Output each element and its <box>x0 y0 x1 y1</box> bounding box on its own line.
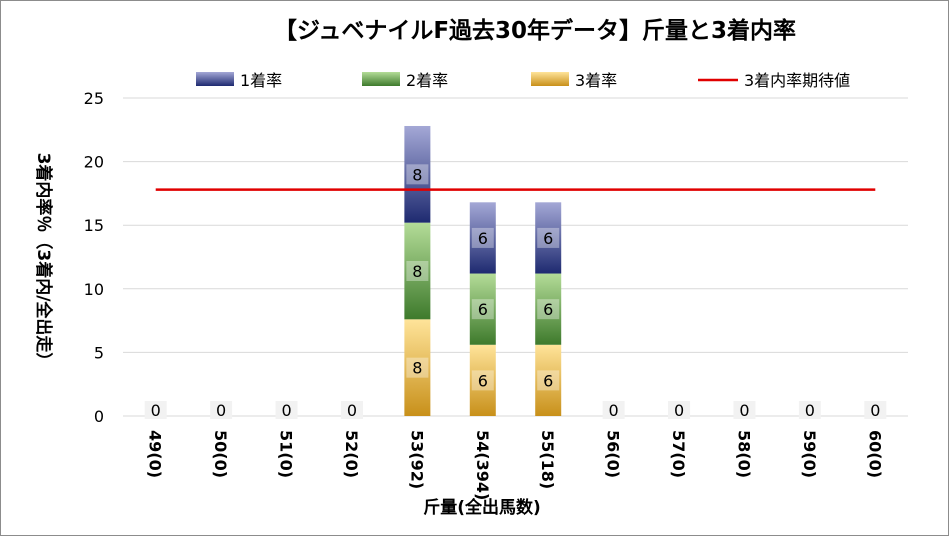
zero-label-bg <box>602 401 625 419</box>
bar-label: 6 <box>478 300 488 319</box>
bar-label: 6 <box>543 371 553 390</box>
legend-label-2nd: 2着率 <box>406 71 448 90</box>
x-tick-label: 50(0) <box>211 430 230 478</box>
bar-segment <box>469 344 496 416</box>
bar-segment <box>404 222 431 320</box>
zero-label: 0 <box>151 401 161 420</box>
bar-label: 6 <box>543 300 553 319</box>
zero-label: 0 <box>870 401 880 420</box>
zero-label: 0 <box>609 401 619 420</box>
x-tick-label: 55(18) <box>538 430 557 489</box>
bar-label-bg <box>471 370 494 391</box>
zero-label: 0 <box>739 401 749 420</box>
zero-label: 0 <box>347 401 357 420</box>
zero-label: 0 <box>281 401 291 420</box>
bar-label: 6 <box>478 229 488 248</box>
bars: 8 8 8 6 6 6 6 6 6 <box>404 125 562 416</box>
bar-segment <box>535 202 562 274</box>
zero-label: 0 <box>674 401 684 420</box>
legend-swatch-1st <box>196 72 234 86</box>
x-tick-label: 53(92) <box>407 430 426 489</box>
bar-label-bg <box>537 370 560 391</box>
bar-segment <box>404 319 431 416</box>
bar-label-bg <box>537 227 560 248</box>
zero-label-bg <box>275 401 298 419</box>
bar-label: 8 <box>412 165 422 184</box>
zero-label-bg <box>144 401 167 419</box>
bar-label: 6 <box>543 229 553 248</box>
bar-label-bg <box>406 357 429 378</box>
bar-segment <box>535 273 562 345</box>
y-tick-label: 25 <box>84 89 104 108</box>
y-tick-label: 0 <box>94 407 104 426</box>
zero-label-bg <box>733 401 756 419</box>
x-tick-label: 60(0) <box>865 430 884 478</box>
x-axis-title: 斤量(全出馬数) <box>423 497 541 518</box>
x-tick-label: 52(0) <box>342 430 361 478</box>
bar-label-bg <box>471 227 494 248</box>
x-axis-ticks: 49(0) 50(0) 51(0) 52(0) 53(92) 54(394) 55(18) 5… <box>146 430 885 500</box>
x-tick-label: 56(0) <box>604 430 623 478</box>
zero-label-bg <box>798 401 821 419</box>
bar-segment <box>404 125 431 223</box>
x-tick-label: 59(0) <box>800 430 819 478</box>
legend-swatch-3rd <box>531 72 569 86</box>
y-tick-label: 5 <box>94 343 104 362</box>
chart-title: 【ジュベナイルF過去30年データ】斤量と3着内率 <box>274 17 796 44</box>
y-tick-label: 20 <box>84 153 104 172</box>
x-tick-label: 51(0) <box>277 430 296 478</box>
bar-label-bg <box>406 260 429 281</box>
zero-label-bg <box>340 401 363 419</box>
bar-label-bg <box>471 299 494 320</box>
zero-labels: 0 0 0 0 0 0 0 0 0 <box>144 401 887 420</box>
bar-segment <box>535 344 562 416</box>
zero-label-bg <box>864 401 887 419</box>
bar-label: 6 <box>478 371 488 390</box>
legend-swatch-2nd <box>362 72 400 86</box>
gridlines <box>123 97 908 417</box>
x-tick-label: 58(0) <box>734 430 753 478</box>
x-tick-label: 57(0) <box>669 430 688 478</box>
x-tick-label: 49(0) <box>146 430 165 478</box>
legend-label-1st: 1着率 <box>240 71 282 90</box>
bar-label: 8 <box>412 262 422 281</box>
legend-label-expected: 3着内率期待値 <box>744 71 850 90</box>
x-tick-label: 54(394) <box>473 430 492 500</box>
legend: 1着率 2着率 3着率 3着内率期待値 <box>196 71 850 90</box>
bar-segment <box>469 202 496 274</box>
bar-label: 8 <box>412 359 422 378</box>
bar-segment <box>469 273 496 345</box>
bar-label-bg <box>537 299 560 320</box>
y-tick-label: 10 <box>84 280 104 299</box>
zero-label: 0 <box>216 401 226 420</box>
y-tick-label: 15 <box>84 216 104 235</box>
y-axis-ticks: 0 5 10 15 20 25 <box>84 89 104 426</box>
legend-label-3rd: 3着率 <box>575 71 617 90</box>
zero-label-bg <box>210 401 233 419</box>
y-axis-title: 3着内率％（3着内/全出走） <box>33 153 54 370</box>
zero-label-bg <box>668 401 691 419</box>
bar-label-bg <box>406 164 429 185</box>
zero-label: 0 <box>805 401 815 420</box>
